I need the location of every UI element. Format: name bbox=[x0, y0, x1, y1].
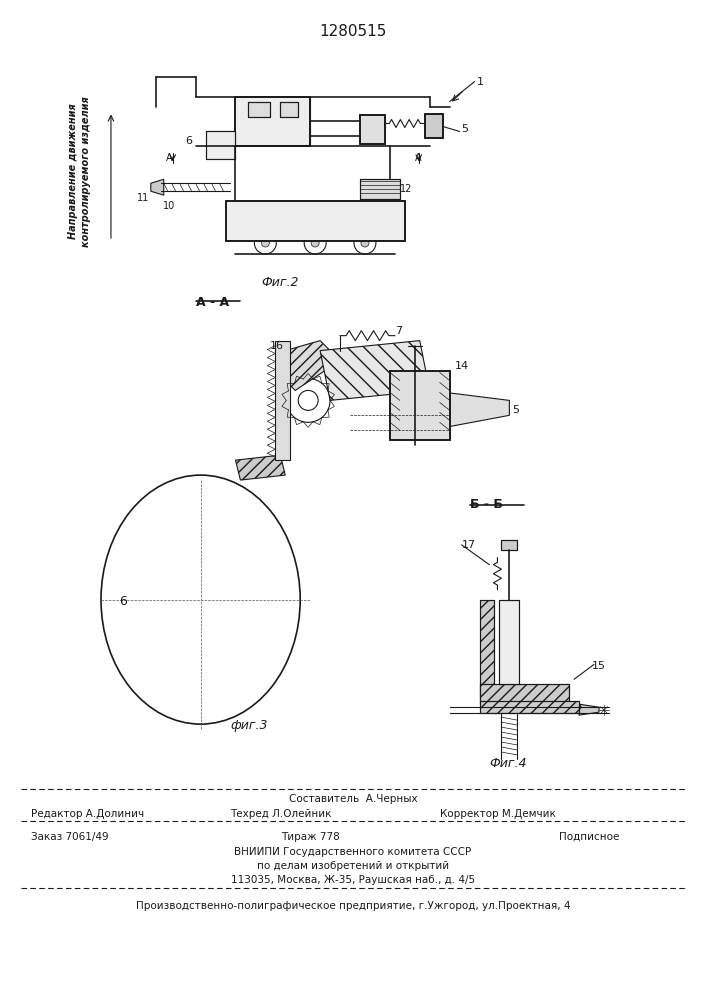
Text: 14: 14 bbox=[455, 361, 469, 371]
Text: Производственно-полиграфическое предприятие, г.Ужгород, ул.Проектная, 4: Производственно-полиграфическое предприя… bbox=[136, 901, 571, 911]
Bar bbox=[425, 114, 443, 138]
Bar bbox=[499, 600, 520, 684]
Bar bbox=[235, 97, 310, 146]
Bar bbox=[206, 131, 235, 159]
Bar bbox=[479, 684, 569, 704]
Text: 113035, Москва, Ж-35, Раушская наб., д. 4/5: 113035, Москва, Ж-35, Раушская наб., д. … bbox=[231, 875, 475, 885]
Text: 7: 7 bbox=[395, 326, 402, 336]
Text: Фиг.2: Фиг.2 bbox=[262, 276, 299, 289]
Bar bbox=[248, 102, 270, 117]
Text: ВНИИПИ Государственного комитета СССР: ВНИИПИ Государственного комитета СССР bbox=[235, 847, 472, 857]
Bar bbox=[235, 97, 310, 146]
Bar bbox=[226, 201, 405, 241]
Text: 12: 12 bbox=[400, 184, 412, 194]
Bar bbox=[479, 600, 494, 699]
Bar bbox=[479, 684, 569, 704]
Text: 15: 15 bbox=[592, 661, 606, 671]
Polygon shape bbox=[430, 390, 509, 430]
Bar bbox=[479, 600, 494, 699]
Text: Фиг.4: Фиг.4 bbox=[489, 757, 527, 770]
Polygon shape bbox=[235, 455, 285, 480]
Polygon shape bbox=[151, 179, 164, 195]
Text: Подписное: Подписное bbox=[559, 832, 619, 842]
Text: 5: 5 bbox=[462, 124, 469, 134]
Bar bbox=[479, 701, 579, 713]
Text: контролируемого изделия: контролируемого изделия bbox=[81, 96, 91, 247]
Circle shape bbox=[262, 239, 269, 247]
Text: A - A: A - A bbox=[196, 296, 229, 309]
Text: A: A bbox=[415, 153, 421, 163]
Text: Корректор М.Демчик: Корректор М.Демчик bbox=[440, 809, 556, 819]
Text: Тираж 778: Тираж 778 bbox=[281, 832, 339, 842]
Text: фиг.3: фиг.3 bbox=[230, 719, 268, 732]
Bar bbox=[390, 371, 450, 440]
Bar bbox=[501, 540, 518, 550]
Text: 6: 6 bbox=[119, 595, 127, 608]
Text: 10: 10 bbox=[163, 201, 175, 211]
Text: A: A bbox=[165, 153, 173, 163]
Bar bbox=[360, 179, 400, 199]
Bar bbox=[360, 115, 385, 144]
Circle shape bbox=[577, 705, 581, 709]
Bar bbox=[280, 102, 298, 117]
Bar bbox=[499, 600, 520, 684]
Text: по делам изобретений и открытий: по делам изобретений и открытий bbox=[257, 861, 449, 871]
Circle shape bbox=[508, 705, 511, 709]
Text: 5: 5 bbox=[513, 405, 520, 415]
Text: Редактор А.Долинич: Редактор А.Долинич bbox=[31, 809, 144, 819]
Text: 6: 6 bbox=[186, 136, 193, 146]
Bar bbox=[248, 102, 270, 117]
Text: 16: 16 bbox=[270, 341, 284, 351]
Bar bbox=[226, 201, 405, 241]
Bar bbox=[360, 179, 400, 199]
Text: Б - Б: Б - Б bbox=[469, 498, 503, 511]
Bar bbox=[390, 371, 450, 440]
Polygon shape bbox=[280, 341, 340, 390]
Bar bbox=[501, 540, 518, 550]
Bar bbox=[360, 115, 385, 144]
Polygon shape bbox=[579, 704, 599, 715]
Text: 17: 17 bbox=[462, 540, 476, 550]
Bar bbox=[275, 341, 291, 460]
Bar bbox=[206, 131, 235, 159]
Circle shape bbox=[311, 239, 319, 247]
Polygon shape bbox=[320, 341, 430, 400]
Text: Направление движения: Направление движения bbox=[68, 103, 78, 239]
Text: 11: 11 bbox=[136, 193, 148, 203]
Bar bbox=[280, 102, 298, 117]
Text: Заказ 7061/49: Заказ 7061/49 bbox=[31, 832, 109, 842]
Circle shape bbox=[361, 239, 369, 247]
Bar bbox=[425, 114, 443, 138]
Text: Техред Л.Олейник: Техред Л.Олейник bbox=[230, 809, 332, 819]
Text: 1: 1 bbox=[477, 77, 484, 87]
Text: 1280515: 1280515 bbox=[320, 24, 387, 39]
Bar bbox=[479, 701, 579, 713]
Text: Составитель  А.Черных: Составитель А.Черных bbox=[288, 794, 417, 804]
